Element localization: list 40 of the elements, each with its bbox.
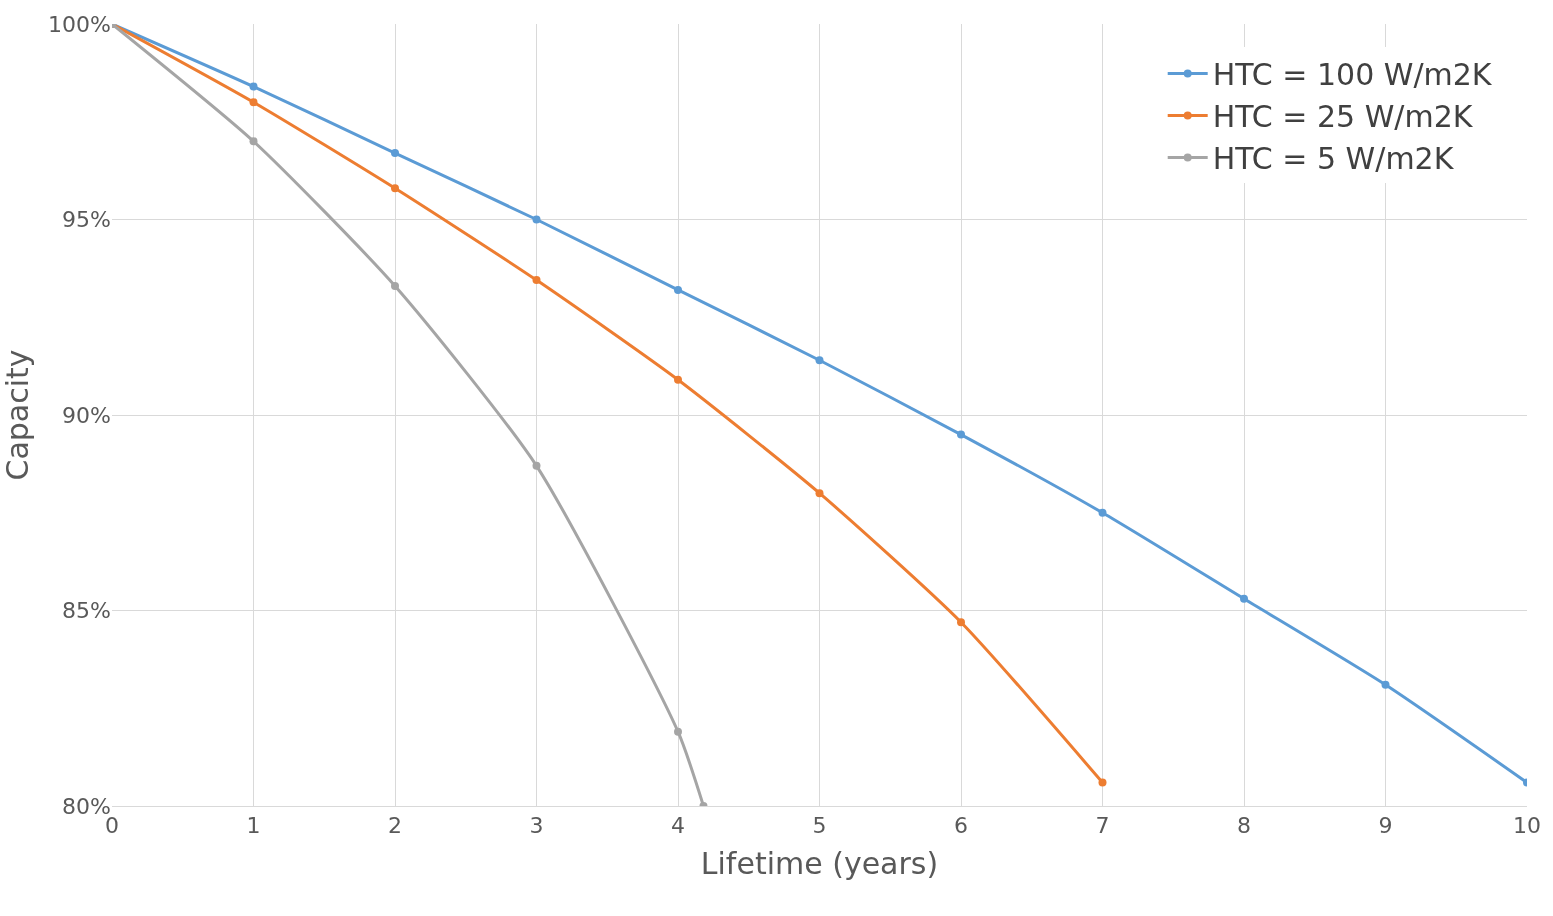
point [532,461,541,470]
point [674,375,682,384]
x-tick-label: 3 [529,813,544,839]
point [249,137,258,146]
point [391,184,399,193]
point [957,618,965,627]
point [815,489,824,498]
point [1098,508,1107,517]
x-tick-label: 2 [388,813,402,839]
point [674,285,682,294]
legend-label: HTC = 25 W/m2K [1212,99,1474,135]
x-tick-label: 7 [1095,813,1110,839]
point [391,149,399,158]
x-tick-label: 6 [954,813,968,839]
y-tick-label: 85% [62,598,111,624]
point [249,98,258,107]
point [532,215,541,224]
x-tick-label: 5 [812,813,827,839]
point [532,276,541,285]
x-tick-label: 9 [1378,813,1393,839]
y-axis-title: Capacity [0,349,35,481]
point [815,356,824,365]
y-tick-label: 95% [62,207,111,233]
y-tick-label: 90% [62,402,111,428]
point [391,281,399,290]
point [957,430,965,439]
point [1098,778,1107,787]
point [1240,594,1248,603]
legend-label: HTC = 5 W/m2K [1212,141,1455,177]
point [674,727,682,736]
x-tick-label: 1 [246,813,261,839]
y-tick-label: 100% [48,11,111,37]
point [1381,680,1390,689]
x-tick-label: 8 [1237,813,1251,839]
x-axis-title: Lifetime (years) [700,845,939,881]
legend-label: HTC = 100 W/m2K [1212,57,1493,93]
point [249,82,258,91]
x-tick-label: 0 [105,813,119,839]
x-tick-label: 4 [671,813,685,839]
x-tick-label: 10 [1513,813,1541,839]
